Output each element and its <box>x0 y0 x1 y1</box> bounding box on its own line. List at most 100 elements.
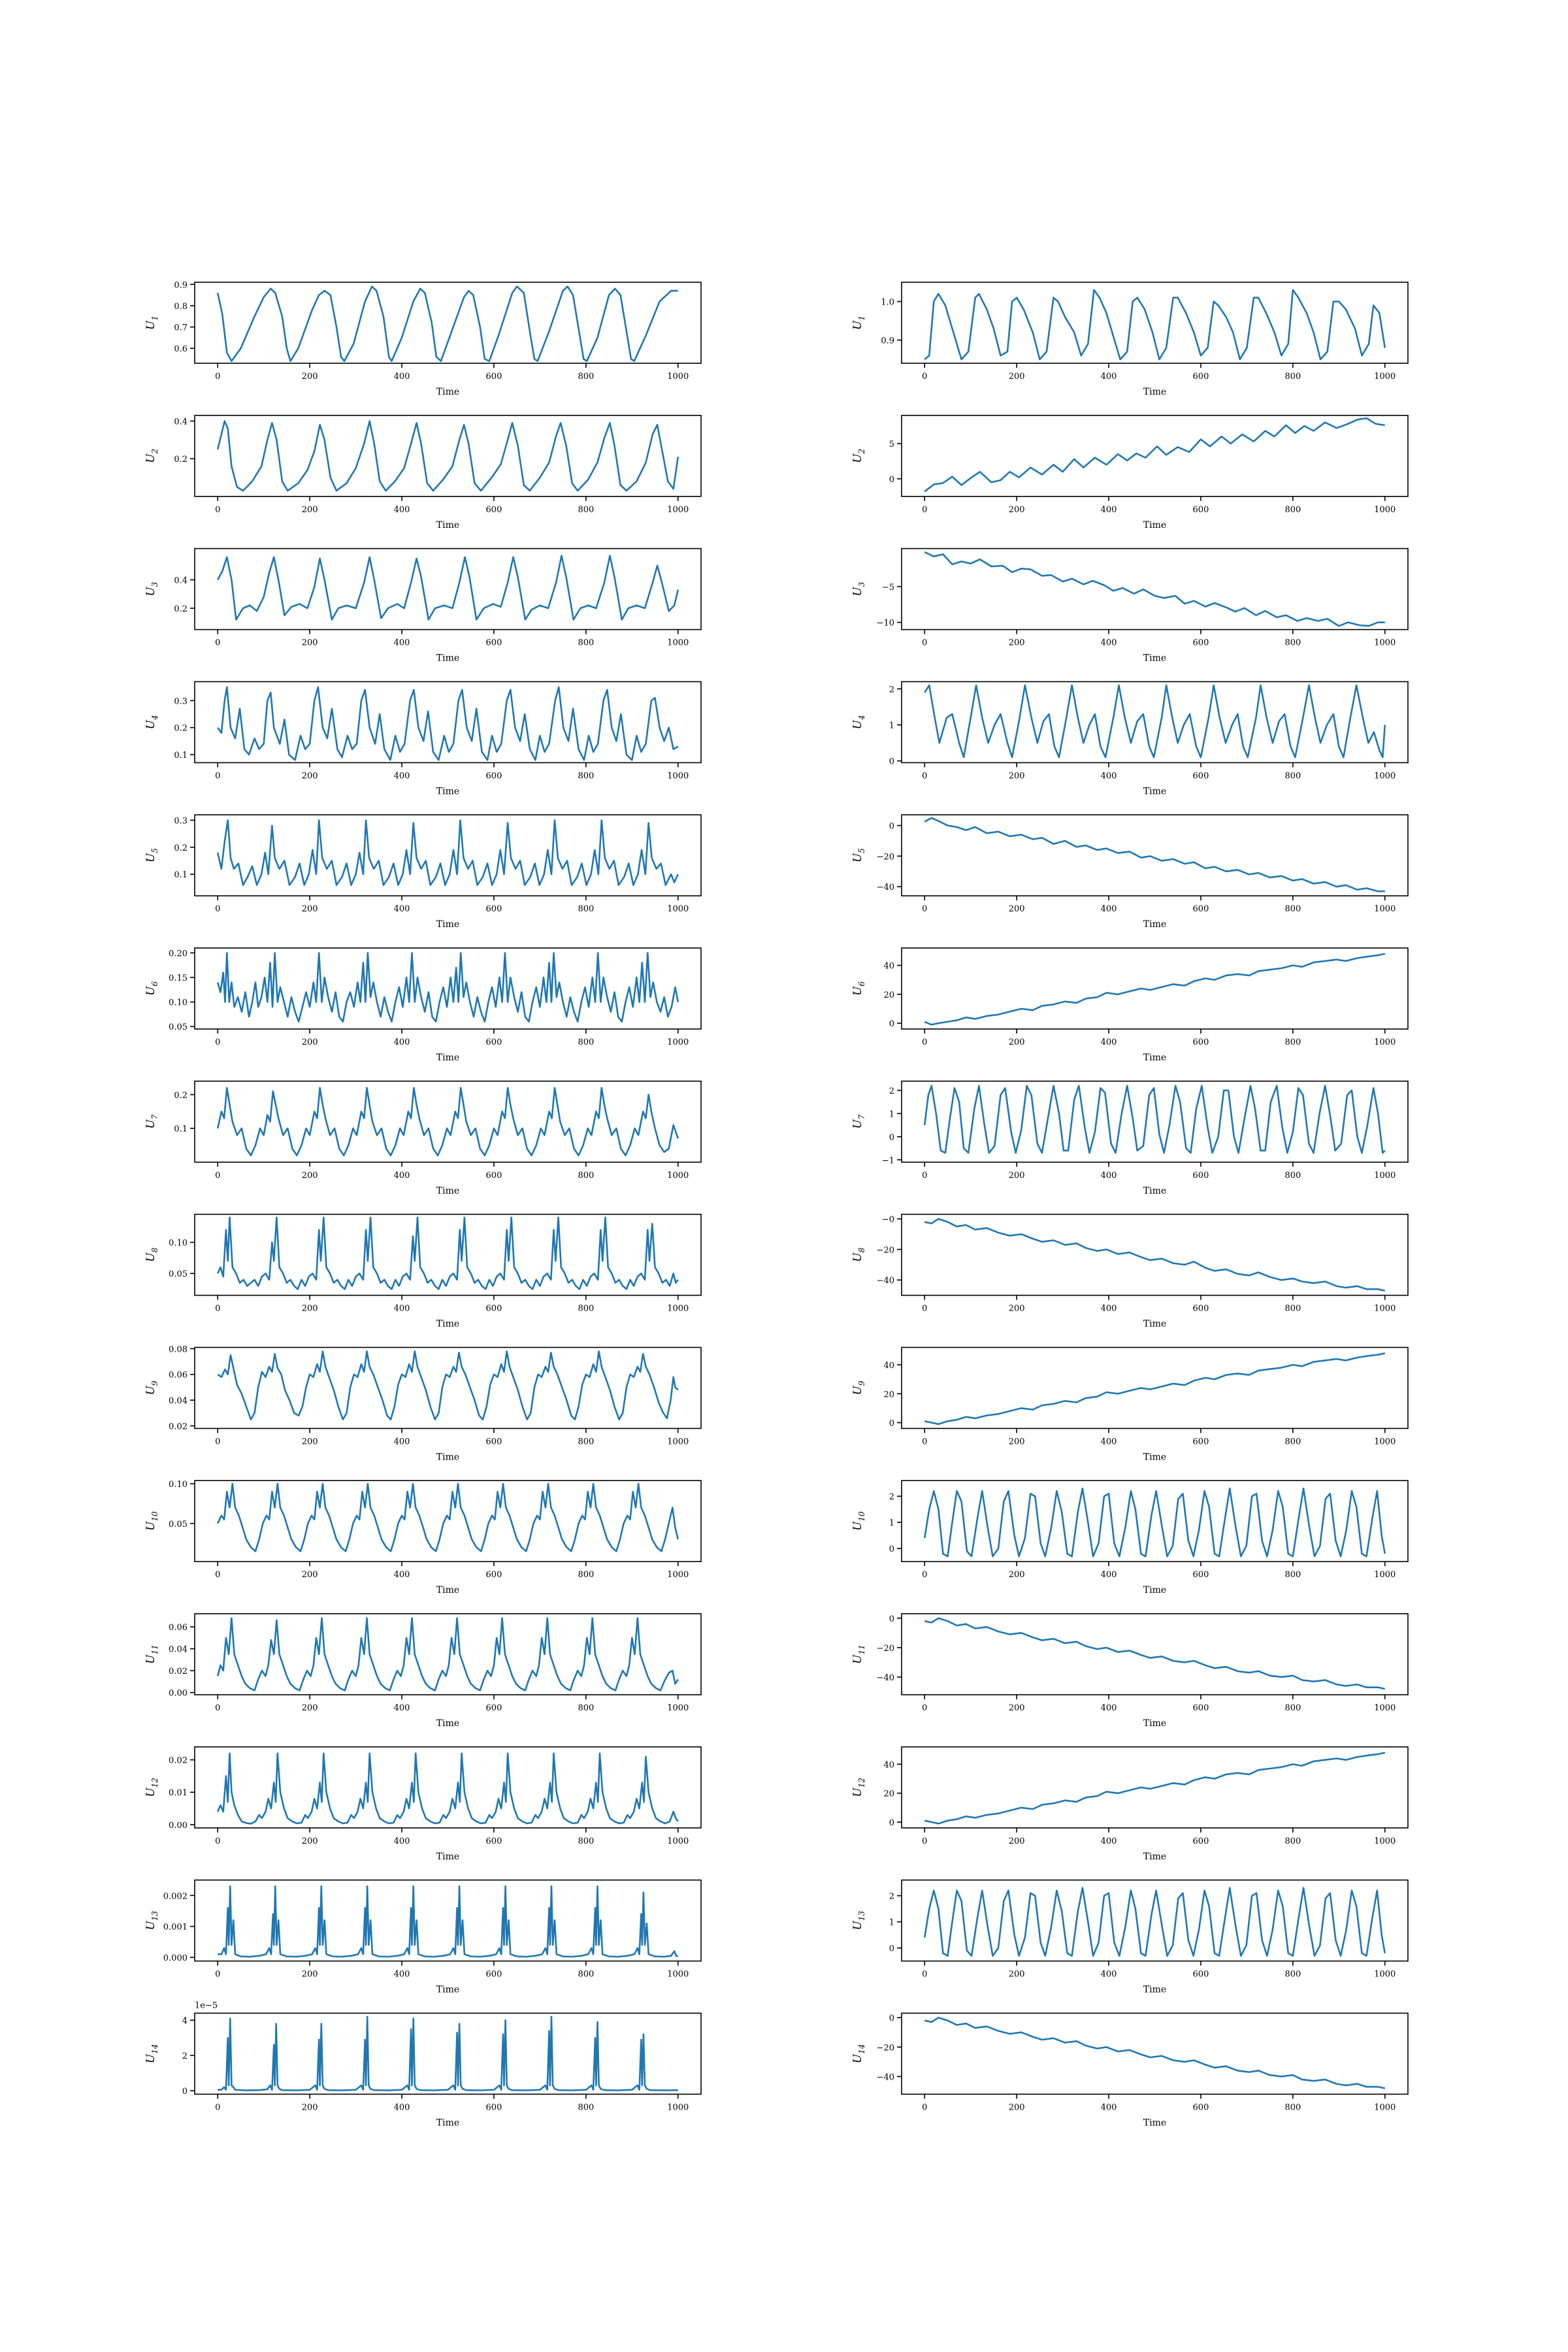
x-tick-label: 400 <box>394 505 410 515</box>
y-axis-label-main: U <box>851 453 864 463</box>
x-tick-label: 800 <box>578 1304 594 1314</box>
axes-frame <box>901 1879 1409 1962</box>
x-tick-label: 600 <box>486 638 502 648</box>
x-tick-label: 800 <box>1284 904 1301 914</box>
x-tick-label: 600 <box>1193 1037 1209 1047</box>
y-tick-label: −20 <box>877 2043 894 2053</box>
x-tick-label: 1000 <box>1374 505 1396 515</box>
x-tick-label: 400 <box>1101 638 1117 648</box>
y-tick-label: 0.05 <box>169 1022 188 1032</box>
x-tick-label: 400 <box>1101 904 1117 914</box>
axes-frame <box>901 2012 1409 2095</box>
x-tick-label: 800 <box>1284 372 1301 382</box>
series-line <box>217 686 679 761</box>
x-tick-label: 200 <box>1009 2102 1025 2112</box>
y-tick-label: 2 <box>889 1086 894 1096</box>
subplot-28: 0 200 400 600 800 1000 0 −20 −40 Time U14 <box>851 2012 1409 2128</box>
x-tick-label: 600 <box>486 904 502 914</box>
y-axis-label-subscript: 13 <box>150 1910 159 1921</box>
y-tick-label: 0.4 <box>174 576 188 585</box>
y-tick-label: 2 <box>182 2051 188 2061</box>
axes-frame <box>901 1746 1409 1829</box>
y-tick-label: 0.3 <box>174 816 188 826</box>
series-line <box>217 555 679 621</box>
subplot-14: 0 200 400 600 800 1000 −1 0 1 2 Time U7 <box>851 1081 1409 1196</box>
x-tick-label: 800 <box>578 771 594 781</box>
axes-frame <box>194 1879 702 1962</box>
y-axis-label: U6 <box>851 981 866 996</box>
subplot-8: 0 200 400 600 800 1000 0 1 2 Time U4 <box>851 681 1409 796</box>
x-axis-label: Time <box>436 520 459 531</box>
y-axis-label-subscript: 3 <box>857 581 866 587</box>
y-tick-label: 0.02 <box>169 1422 188 1431</box>
x-tick-label: 200 <box>302 904 318 914</box>
y-axis-label-main: U <box>851 1521 864 1531</box>
y-tick-label: 0.2 <box>174 604 188 614</box>
y-axis-label-subscript: 1 <box>857 316 866 321</box>
x-tick-label: 600 <box>1193 1970 1209 1980</box>
y-axis-label: U5 <box>144 848 159 862</box>
x-tick-label: 1000 <box>1374 1570 1396 1580</box>
y-tick-label: 0.06 <box>169 1623 188 1633</box>
x-tick-label: 800 <box>578 1970 594 1980</box>
axes-frame <box>194 2012 702 2095</box>
x-tick-label: 800 <box>578 1703 594 1713</box>
x-tick-label: 400 <box>394 1304 410 1314</box>
series-line <box>924 417 1386 493</box>
x-tick-label: 600 <box>1193 1837 1209 1846</box>
y-tick-label: 40 <box>883 1361 894 1371</box>
x-tick-label: 1000 <box>667 505 689 515</box>
subplot-12: 0 200 400 600 800 1000 0 20 40 Time U6 <box>851 947 1409 1063</box>
x-tick-label: 400 <box>1101 1570 1117 1580</box>
y-axis-label-subscript: 1 <box>150 316 159 321</box>
y-tick-label: 0.00 <box>169 1821 188 1831</box>
x-tick-label: 0 <box>922 1437 927 1446</box>
x-tick-label: 800 <box>578 1171 594 1181</box>
x-tick-label: 600 <box>1193 372 1209 382</box>
y-axis-label-main: U <box>851 853 864 862</box>
y-axis-label: U3 <box>144 581 159 596</box>
x-tick-label: 400 <box>394 1703 410 1713</box>
series-line <box>216 1617 679 1691</box>
y-axis-label-subscript: 9 <box>150 1380 159 1386</box>
series-line <box>217 1752 679 1825</box>
y-tick-label: 0.04 <box>169 1396 188 1406</box>
x-tick-label: 400 <box>1101 505 1117 515</box>
x-tick-label: 0 <box>922 1837 927 1846</box>
y-tick-label: 1.0 <box>881 298 894 308</box>
x-tick-label: 800 <box>578 1570 594 1580</box>
y-tick-label: 0.6 <box>174 344 188 354</box>
x-tick-label: 800 <box>1284 505 1301 515</box>
y-tick-label: 0.2 <box>174 1090 188 1100</box>
y-axis-label: U14 <box>851 2044 866 2064</box>
series-line <box>216 1086 679 1156</box>
y-tick-label: 0.06 <box>169 1371 188 1380</box>
series-line <box>924 289 1386 361</box>
x-tick-label: 0 <box>215 1970 220 1980</box>
x-tick-label: 0 <box>922 1570 927 1580</box>
x-axis-label: Time <box>436 1319 459 1330</box>
y-axis-label: U2 <box>851 449 866 463</box>
x-tick-label: 1000 <box>667 372 689 382</box>
x-tick-label: 600 <box>486 1437 502 1446</box>
y-tick-label: 0.05 <box>169 1520 188 1529</box>
y-axis-label-main: U <box>851 1385 864 1395</box>
x-axis-label: Time <box>1143 387 1166 397</box>
y-tick-label: 0.05 <box>169 1269 188 1279</box>
axes-frame <box>901 1213 1409 1296</box>
x-axis-label: Time <box>436 387 459 397</box>
x-tick-label: 600 <box>1193 1304 1209 1314</box>
x-tick-label: 200 <box>1009 1037 1025 1047</box>
x-axis-label: Time <box>1143 1718 1166 1729</box>
y-axis-label-subscript: 10 <box>857 1511 866 1522</box>
x-axis-label: Time <box>1143 653 1166 664</box>
y-axis-label: U12 <box>144 1778 159 1797</box>
y-tick-label: 0 <box>889 1133 894 1143</box>
x-tick-label: 800 <box>578 1837 594 1846</box>
series-line <box>924 817 1385 892</box>
x-tick-label: 0 <box>922 1703 927 1713</box>
y-axis-label-subscript: 8 <box>857 1247 866 1252</box>
y-tick-label: −40 <box>877 2072 894 2082</box>
y-axis-label-subscript: 9 <box>857 1380 866 1386</box>
y-tick-label: −40 <box>877 1276 894 1286</box>
